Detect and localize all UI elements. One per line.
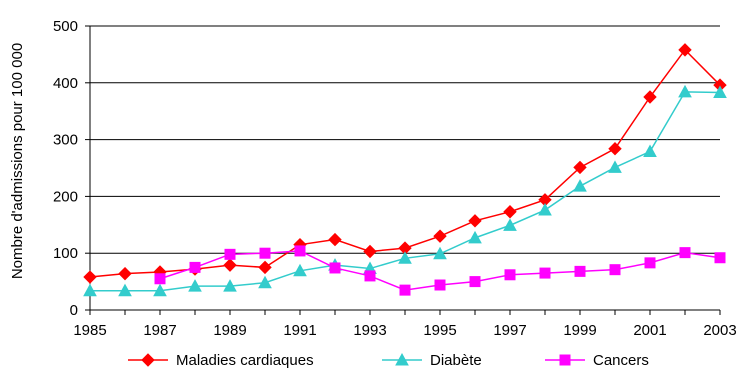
- legend-item: Maladies cardiaques: [128, 352, 314, 369]
- data-point: [329, 234, 341, 246]
- data-point: [504, 219, 516, 230]
- data-point: [645, 258, 655, 268]
- data-point: [469, 232, 481, 243]
- y-tick-label: 200: [53, 188, 78, 205]
- data-point: [644, 146, 656, 157]
- data-point: [225, 249, 235, 259]
- x-tick-label: 1999: [563, 322, 596, 339]
- data-point: [259, 277, 271, 288]
- legend-label: Cancers: [593, 352, 649, 369]
- data-point: [609, 143, 621, 155]
- y-axis-title: Nombre d'admissions pour 100 000: [9, 43, 26, 279]
- data-point: [400, 285, 410, 295]
- data-point: [610, 265, 620, 275]
- data-point: [330, 263, 340, 273]
- data-point: [119, 268, 131, 280]
- data-point: [190, 262, 200, 272]
- data-point: [644, 91, 656, 103]
- data-point: [575, 266, 585, 276]
- data-point: [260, 248, 270, 258]
- x-tick-label: 1995: [423, 322, 456, 339]
- series-diab-te: [84, 86, 726, 296]
- x-tick-label: 1991: [283, 322, 316, 339]
- data-point: [609, 161, 621, 172]
- data-point: [574, 180, 586, 191]
- data-point: [365, 271, 375, 281]
- series: [84, 44, 726, 296]
- data-point: [435, 280, 445, 290]
- y-tick-label: 100: [53, 245, 78, 262]
- y-tick-label: 400: [53, 75, 78, 92]
- data-point: [469, 215, 481, 227]
- y-tick-label: 500: [53, 18, 78, 35]
- legend-label: Maladies cardiaques: [176, 352, 314, 369]
- x-tick-label: 1997: [493, 322, 526, 339]
- data-point: [295, 246, 305, 256]
- data-point: [259, 261, 271, 273]
- x-tick-label: 1993: [353, 322, 386, 339]
- y-tick-label: 300: [53, 132, 78, 149]
- data-point: [504, 206, 516, 218]
- x-tick-label: 1989: [213, 322, 246, 339]
- data-point: [155, 274, 165, 284]
- data-point: [434, 230, 446, 242]
- data-point: [539, 204, 551, 215]
- data-point: [364, 245, 376, 257]
- data-point: [84, 271, 96, 283]
- data-point: [715, 253, 725, 263]
- data-point: [540, 268, 550, 278]
- y-tick-label: 0: [70, 302, 78, 319]
- legend-label: Diabète: [430, 352, 482, 369]
- data-point: [470, 277, 480, 287]
- legend-item: Cancers: [545, 352, 649, 369]
- x-tick-label: 2003: [703, 322, 736, 339]
- legend-item: Diabète: [382, 352, 482, 369]
- data-point: [224, 259, 236, 271]
- legend-marker: [142, 354, 154, 366]
- legend: Maladies cardiaques Diabète Cancers: [128, 352, 649, 369]
- gridlines: [90, 26, 720, 253]
- series-maladies-cardiaques: [84, 44, 726, 283]
- x-tick-label: 1985: [73, 322, 106, 339]
- data-point: [505, 270, 515, 280]
- x-tick-label: 2001: [633, 322, 666, 339]
- data-point: [680, 248, 690, 258]
- x-tick-label: 1987: [143, 322, 176, 339]
- legend-marker: [560, 355, 570, 365]
